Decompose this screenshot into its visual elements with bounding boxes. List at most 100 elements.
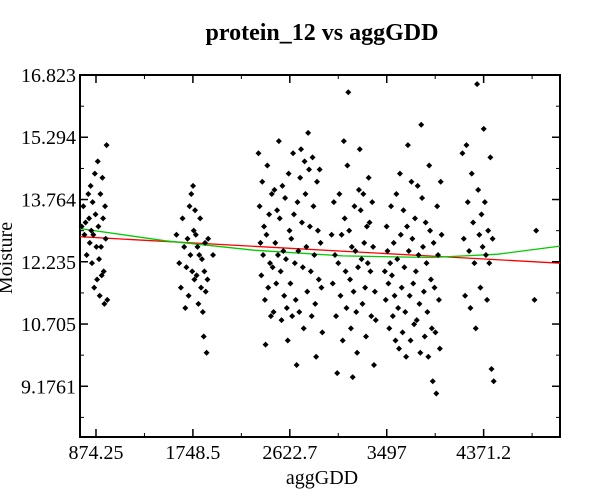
data-point	[426, 162, 433, 169]
data-point	[372, 317, 379, 324]
data-point	[404, 223, 411, 230]
data-point	[285, 170, 292, 177]
data-point	[359, 300, 366, 307]
data-point	[100, 268, 107, 275]
data-point	[94, 276, 101, 283]
data-point	[354, 349, 361, 356]
data-point	[316, 166, 323, 173]
data-point	[400, 207, 407, 214]
data-point	[310, 203, 317, 210]
data-point	[384, 247, 391, 254]
data-point	[90, 231, 97, 238]
data-point	[350, 288, 357, 295]
data-point	[362, 284, 369, 291]
data-point	[307, 268, 314, 275]
data-point	[417, 349, 424, 356]
data-point	[91, 284, 98, 291]
data-point	[412, 268, 419, 275]
data-point	[358, 256, 365, 263]
data-point	[463, 142, 470, 149]
data-point	[364, 260, 371, 267]
data-point	[389, 313, 396, 320]
data-point	[78, 223, 85, 230]
data-point	[104, 296, 111, 303]
data-point	[399, 329, 406, 336]
data-point	[481, 199, 488, 206]
data-point	[344, 162, 351, 169]
data-point	[345, 89, 352, 96]
data-point	[294, 199, 301, 206]
data-point	[293, 361, 300, 368]
data-point	[88, 260, 95, 267]
data-point	[410, 280, 417, 287]
data-point	[333, 313, 340, 320]
y-tick-label: 10.705	[21, 314, 76, 336]
data-point	[346, 227, 353, 234]
data-point	[282, 195, 289, 202]
data-point	[282, 256, 289, 263]
y-tick-label: 13.764	[21, 190, 76, 212]
data-point	[351, 203, 358, 210]
data-point	[99, 174, 106, 181]
y-tick-label: 16.823	[21, 65, 76, 87]
data-point	[475, 186, 482, 193]
data-point	[422, 219, 429, 226]
data-point	[103, 142, 110, 149]
data-point	[430, 239, 437, 246]
data-point	[397, 231, 404, 238]
data-point	[431, 284, 438, 291]
data-point	[357, 207, 364, 214]
data-point	[432, 329, 439, 336]
data-point	[406, 292, 413, 299]
fit-lines	[79, 227, 561, 264]
data-point	[188, 190, 195, 197]
data-point	[205, 235, 212, 242]
data-point	[302, 190, 309, 197]
data-point	[355, 186, 362, 193]
data-point	[340, 138, 347, 145]
data-point	[184, 235, 191, 242]
data-point	[255, 150, 262, 157]
data-point	[192, 207, 199, 214]
data-point	[280, 247, 287, 254]
data-point	[85, 190, 92, 197]
data-point	[462, 292, 469, 299]
data-point	[200, 333, 207, 340]
data-point	[315, 276, 322, 283]
data-point	[423, 260, 430, 267]
data-point	[278, 317, 285, 324]
data-point	[279, 182, 286, 189]
data-point	[197, 215, 204, 222]
data-point	[86, 239, 93, 246]
data-point	[267, 260, 274, 267]
data-point	[459, 150, 466, 157]
data-point	[486, 260, 493, 267]
plot-area	[78, 74, 561, 438]
data-point	[478, 211, 485, 218]
data-point	[201, 268, 208, 275]
data-point	[299, 264, 306, 271]
data-point	[276, 215, 283, 222]
data-point	[265, 284, 272, 291]
data-point	[185, 292, 192, 299]
data-point	[304, 288, 311, 295]
data-point	[95, 223, 102, 230]
data-point	[287, 280, 294, 287]
data-point	[347, 276, 354, 283]
x-tick-label: 1748.5	[165, 442, 220, 464]
data-point	[301, 158, 308, 165]
fit-line-quadratic	[79, 227, 561, 259]
data-point	[466, 247, 473, 254]
data-point	[385, 280, 392, 287]
data-point	[485, 227, 492, 234]
data-point	[204, 276, 211, 283]
data-point	[182, 304, 189, 311]
data-point	[433, 390, 440, 397]
data-point	[87, 182, 94, 189]
data-point	[194, 243, 201, 250]
data-point	[427, 276, 434, 283]
data-points	[78, 81, 540, 397]
data-point	[274, 252, 281, 259]
data-point	[186, 203, 193, 210]
data-point	[283, 304, 290, 311]
